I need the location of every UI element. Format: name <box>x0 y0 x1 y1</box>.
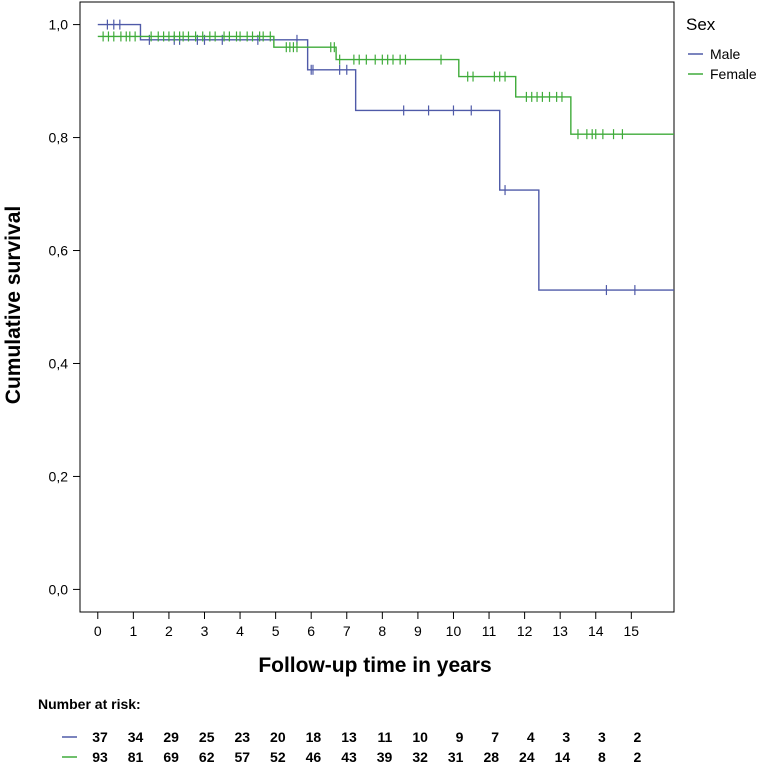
risk-value-male: 37 <box>92 729 108 745</box>
legend-label-female: Female <box>710 66 757 82</box>
risk-table-title: Number at risk: <box>38 696 141 712</box>
risk-value-male: 11 <box>378 729 393 745</box>
risk-value-female: 8 <box>598 749 606 764</box>
survival-curve-male <box>97 23 674 291</box>
x-tick-label: 5 <box>272 623 280 639</box>
risk-value-male: 34 <box>128 729 144 745</box>
y-tick-label: 1,0 <box>49 17 69 33</box>
risk-value-male: 9 <box>456 729 464 745</box>
risk-value-female: 32 <box>412 749 428 764</box>
risk-value-male: 7 <box>491 729 499 745</box>
risk-value-female: 31 <box>448 749 464 764</box>
x-tick-label: 0 <box>94 623 102 639</box>
y-tick-label: 0,2 <box>49 468 69 484</box>
series-layer <box>97 19 674 296</box>
risk-value-female: 24 <box>519 749 535 764</box>
risk-value-male: 10 <box>412 729 428 745</box>
x-tick-label: 2 <box>165 623 173 639</box>
risk-value-male: 3 <box>562 729 570 745</box>
legend-title: Sex <box>686 15 716 34</box>
y-axis: 0,0 0,2 0,4 0,6 0,8 1,0 <box>49 17 80 597</box>
risk-value-female: 62 <box>199 749 215 764</box>
risk-value-female: 43 <box>341 749 357 764</box>
x-tick-label: 3 <box>201 623 209 639</box>
risk-value-male: 25 <box>199 729 215 745</box>
risk-value-male: 4 <box>527 729 535 745</box>
y-tick-label: 0,4 <box>49 355 69 371</box>
x-tick-label: 15 <box>624 623 640 639</box>
legend-label-male: Male <box>710 46 741 62</box>
risk-value-male: 13 <box>341 729 357 745</box>
legend: Sex Male Female <box>686 15 757 82</box>
plot-frame <box>79 1 675 613</box>
survival-curve-female <box>97 35 674 135</box>
risk-value-female: 52 <box>270 749 286 764</box>
y-tick-label: 0,6 <box>49 243 69 259</box>
x-axis-title: Follow-up time in years <box>258 654 491 677</box>
risk-value-female: 14 <box>555 749 571 764</box>
risk-value-female: 46 <box>306 749 322 764</box>
risk-value-male: 18 <box>306 729 322 745</box>
x-tick-label: 7 <box>343 623 351 639</box>
risk-rows: 37 34 29 25 23 20 18 13 11 10 9 7 4 3 3 293 81 69 62 57 52 46… <box>62 729 642 764</box>
x-tick-label: 4 <box>236 623 244 639</box>
y-tick-label: 0,0 <box>49 581 69 597</box>
risk-value-female: 93 <box>92 749 108 764</box>
risk-value-male: 3 <box>598 729 606 745</box>
x-tick-label: 1 <box>129 623 137 639</box>
x-tick-label: 9 <box>414 623 422 639</box>
risk-value-male: 23 <box>234 729 250 745</box>
risk-value-female: 28 <box>483 749 499 764</box>
y-axis-title: Cumulative survival <box>2 206 25 404</box>
risk-value-female: 81 <box>128 749 144 764</box>
x-tick-label: 8 <box>378 623 386 639</box>
risk-table: Number at risk: 37 34 29 25 23 20 18 13 11 10 9 7 4 3… <box>38 696 642 764</box>
x-tick-label: 12 <box>517 623 533 639</box>
risk-value-female: 69 <box>163 749 179 764</box>
x-tick-label: 10 <box>446 623 462 639</box>
risk-value-female: 57 <box>234 749 250 764</box>
risk-value-male: 29 <box>163 729 179 745</box>
risk-value-male: 2 <box>634 729 642 745</box>
x-tick-label: 11 <box>482 623 497 639</box>
x-tick-label: 14 <box>588 623 604 639</box>
x-tick-label: 13 <box>552 623 568 639</box>
risk-value-female: 39 <box>377 749 393 764</box>
risk-value-female: 2 <box>634 749 642 764</box>
risk-value-male: 20 <box>270 729 286 745</box>
x-tick-label: 6 <box>307 623 315 639</box>
x-axis: 0 1 2 3 4 5 6 7 8 9 10 11 12 13 14 15 <box>94 612 639 639</box>
y-tick-label: 0,8 <box>49 130 69 146</box>
